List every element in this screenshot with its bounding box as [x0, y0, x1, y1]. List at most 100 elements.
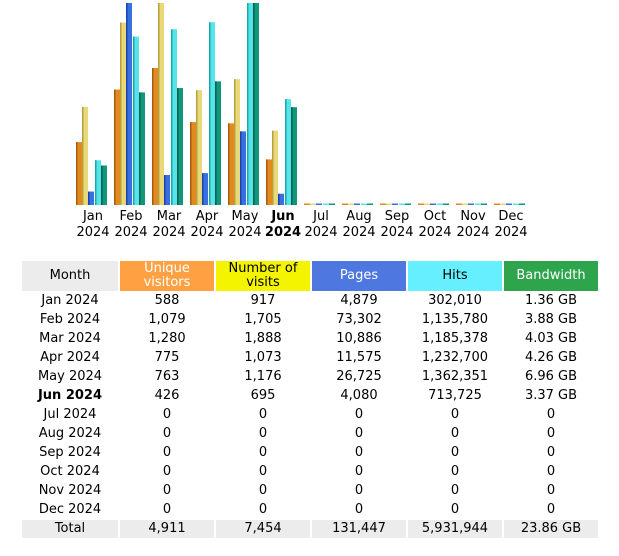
month-label: Nov 2024: [456, 209, 490, 240]
bar-pages-apr-2024: [202, 173, 208, 205]
bar-hits-nov-2024: [475, 203, 481, 205]
header-pages: Pages: [312, 261, 406, 291]
bar-shade: [177, 88, 179, 205]
row-hits: 0: [450, 483, 460, 498]
row-visits: 0: [258, 502, 268, 517]
row-bandwidth: 3.88 GB: [524, 312, 578, 327]
bar-shade: [95, 160, 97, 205]
monthly-history-chart: [76, 3, 525, 206]
bar-bandwidth-mar-2024: [177, 88, 183, 205]
row-visits: 917: [250, 293, 276, 308]
bar-pages-oct-2024: [430, 203, 436, 205]
table-row: Jan 2024 588 917 4,879 302,010 1.36 GB: [22, 292, 598, 310]
row-visits: 0: [258, 483, 268, 498]
month-label: Aug 2024: [342, 209, 376, 240]
month-label: Jul 2024: [304, 209, 338, 240]
table-row: Mar 2024 1,280 1,888 10,886 1,185,378 4.03 GB: [22, 330, 598, 348]
row-visits: 1,176: [244, 369, 282, 384]
bar-number-of-visits-mar-2024: [158, 3, 164, 205]
bar-pages-nov-2024: [468, 203, 474, 205]
row-pages: 4,879: [340, 293, 378, 308]
bar-unique-visitors-may-2024: [228, 123, 234, 205]
bar-hits-dec-2024: [513, 203, 519, 205]
row-unique-visitors: 0: [162, 483, 172, 498]
row-hits: 0: [450, 502, 460, 517]
bar-hits-apr-2024: [209, 22, 215, 205]
row-hits: 1,135,780: [421, 312, 489, 327]
row-hits: 302,010: [428, 293, 482, 308]
row-unique-visitors: 1,079: [148, 312, 186, 327]
row-pages: 0: [354, 464, 364, 479]
bar-bandwidth-may-2024: [253, 3, 259, 205]
bar-shade: [114, 89, 116, 205]
bar-shade: [253, 3, 255, 205]
total-bandwidth: 23.86 GB: [504, 520, 598, 538]
bar-bandwidth-feb-2024: [139, 92, 145, 205]
row-month: Dec 2024: [38, 502, 102, 517]
bar-number-of-visits-dec-2024: [500, 203, 506, 205]
bar-pages-feb-2024: [126, 3, 132, 205]
row-visits: 0: [258, 445, 268, 460]
bar-shade: [190, 122, 192, 205]
month-label: Apr 2024: [190, 209, 224, 240]
bar-shade: [285, 99, 287, 205]
row-hits: 1,232,700: [421, 350, 489, 365]
bar-shade: [120, 22, 122, 205]
bar-shade: [291, 107, 293, 205]
row-bandwidth: 6.96 GB: [524, 369, 578, 384]
bar-shade: [82, 106, 84, 205]
row-visits: 0: [258, 407, 268, 422]
row-unique-visitors: 0: [162, 464, 172, 479]
bar-pages-may-2024: [240, 131, 246, 205]
table-row: Oct 2024 0 0 0 0 0: [22, 463, 598, 481]
header-hits: Hits: [408, 261, 502, 291]
header-month: Month: [22, 261, 118, 291]
bar-pages-aug-2024: [354, 203, 360, 205]
bar-number-of-visits-sep-2024: [386, 203, 392, 205]
bar-unique-visitors-sep-2024: [380, 203, 386, 205]
row-hits: 713,725: [428, 388, 482, 403]
row-visits: 0: [258, 426, 268, 441]
row-bandwidth: 0: [546, 445, 556, 460]
month-label: Mar 2024: [152, 209, 186, 240]
row-unique-visitors: 0: [162, 407, 172, 422]
bar-shade: [164, 175, 166, 205]
row-month: Nov 2024: [38, 483, 102, 498]
header-unique-visitors: Unique visitors: [120, 261, 214, 291]
month-label: May 2024: [228, 209, 262, 240]
bar-hits-may-2024: [247, 3, 253, 205]
row-hits: 0: [450, 426, 460, 441]
row-unique-visitors: 775: [154, 350, 180, 365]
row-month: Mar 2024: [39, 331, 101, 346]
table-row: May 2024 763 1,176 26,725 1,362,351 6.96 GB: [22, 368, 598, 386]
total-hits: 5,931,944: [408, 520, 502, 538]
bar-bandwidth-sep-2024: [405, 203, 411, 205]
bar-number-of-visits-apr-2024: [196, 90, 202, 205]
bar-pages-jan-2024: [88, 191, 94, 205]
table-row: Dec 2024 0 0 0 0 0: [22, 501, 598, 519]
total-label: Total: [22, 520, 118, 538]
row-visits: 695: [250, 388, 276, 403]
row-unique-visitors: 588: [154, 293, 180, 308]
row-bandwidth: 3.37 GB: [524, 388, 578, 403]
bar-shade: [247, 3, 249, 205]
bar-shade: [88, 191, 90, 205]
bar-hits-mar-2024: [171, 29, 177, 206]
row-pages: 0: [354, 407, 364, 422]
bar-number-of-visits-jul-2024: [310, 203, 316, 205]
bar-pages-dec-2024: [506, 203, 512, 205]
bar-unique-visitors-jul-2024: [304, 203, 310, 205]
bar-shade: [126, 3, 128, 205]
row-month: Oct 2024: [40, 464, 100, 479]
bar-bandwidth-aug-2024: [367, 203, 373, 205]
bar-bandwidth-jan-2024: [101, 165, 107, 205]
bar-number-of-visits-aug-2024: [348, 203, 354, 205]
month-label: Jan 2024: [76, 209, 110, 240]
bar-shade: [228, 123, 230, 205]
row-visits: 0: [258, 464, 268, 479]
row-month: Jan 2024: [41, 293, 99, 308]
row-unique-visitors: 0: [162, 502, 172, 517]
table-row: Feb 2024 1,079 1,705 73,302 1,135,780 3.88 GB: [22, 311, 598, 329]
row-bandwidth: 0: [546, 407, 556, 422]
bar-pages-jun-2024: [278, 193, 284, 205]
